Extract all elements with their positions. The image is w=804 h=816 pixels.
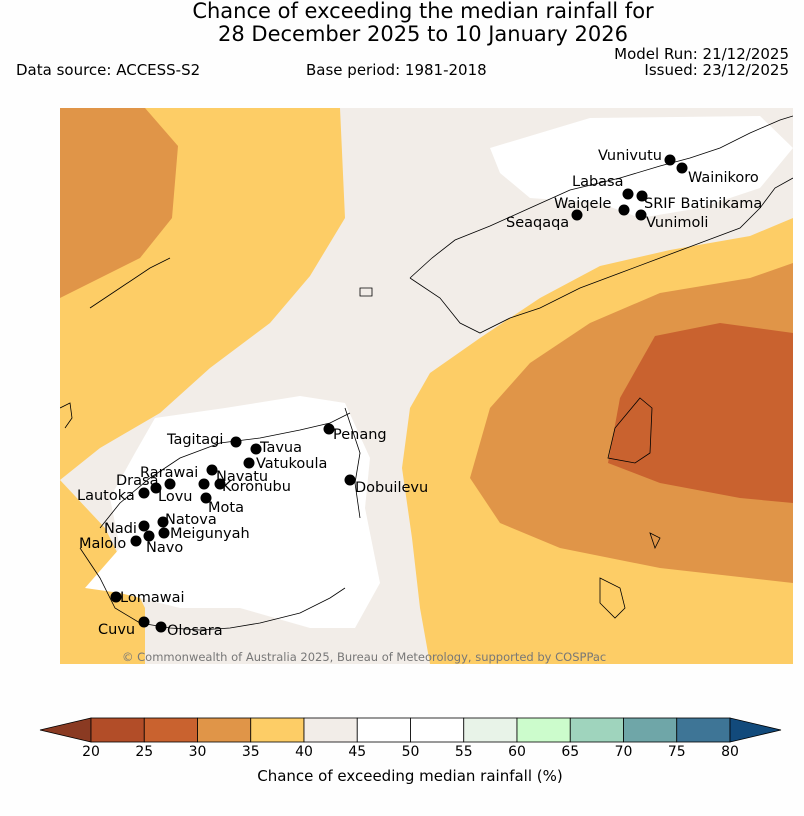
rainfall-map: Vunivutu Wainikoro Labasa SRIF Batinikama Wa… — [60, 108, 793, 664]
station-marker-rarawai — [206, 464, 218, 476]
colorbar-tick-label: 75 — [667, 744, 686, 760]
station-label-wainikoro: Wainikoro — [688, 170, 759, 186]
station-marker-drasa — [164, 478, 176, 490]
station-marker-wainikoro — [676, 162, 688, 174]
colorbar — [39, 717, 782, 743]
zone-25-30-east — [608, 323, 793, 503]
station-label-tavua: Tavua — [259, 440, 302, 456]
zone-45-50-south — [85, 396, 380, 628]
issued-date: Issued: 23/12/2025 — [644, 61, 789, 79]
station-label-meigunyah: Meigunyah — [170, 526, 250, 542]
station-marker-navo — [143, 530, 155, 542]
station-label-navatu: Navatu — [216, 469, 268, 485]
colorbar-tick-label: 65 — [561, 744, 580, 760]
station-marker-tavua — [250, 443, 262, 455]
station-label-olosara: Olosara — [167, 623, 223, 639]
colorbar-segment — [516, 717, 571, 743]
colorbar-tick-label: 40 — [295, 744, 313, 760]
colorbar-segment — [623, 717, 678, 743]
zone-45-50-north — [490, 116, 793, 218]
station-label-rarawai: Rarawai — [140, 465, 198, 481]
colorbar-segment — [356, 717, 411, 743]
colorbar-tick-label: 25 — [135, 744, 154, 760]
station-marker-malolo — [130, 535, 142, 547]
station-label-srif-batinikama: SRIF Batinikama — [644, 196, 762, 212]
station-label-dobuilevu: Dobuilevu — [355, 480, 428, 496]
colorbar-under-arrow — [39, 717, 92, 743]
station-marker-cuvu — [138, 616, 150, 628]
colorbar-tick-label: 50 — [401, 744, 420, 760]
station-label-tagitagi: Tagitagi — [166, 432, 223, 448]
colorbar-tick-label: 60 — [508, 744, 526, 760]
station-label-cuvu: Cuvu — [98, 622, 135, 638]
colorbar-segment — [410, 717, 465, 743]
colorbar-segment — [463, 717, 518, 743]
station-label-navo: Navo — [146, 540, 183, 556]
station-marker-meigunyah — [158, 527, 170, 539]
station-marker-labasa — [622, 188, 634, 200]
station-marker-srif-batinikama — [636, 190, 648, 202]
station-label-drasa: Drasa — [116, 473, 158, 489]
station-label-malolo: Malolo — [79, 536, 126, 552]
station-label-lovu: Lovu — [158, 489, 192, 505]
colorbar-tick-label: 80 — [721, 744, 739, 760]
colorbar-segment — [569, 717, 624, 743]
station-marker-dobuilevu — [344, 474, 356, 486]
title-line-1: Chance of exceeding the median rainfall … — [192, 0, 654, 23]
station-label-seaqaqa: Seaqaqa — [506, 215, 569, 231]
station-marker-lautoka — [138, 487, 150, 499]
station-marker-olosara — [155, 621, 167, 633]
station-marker-vunimoli — [635, 209, 647, 221]
station-label-waiqele: Waiqele — [554, 196, 611, 212]
colorbar-tick-label: 70 — [614, 744, 633, 760]
station-marker-tagitagi — [230, 436, 242, 448]
station-label-lautoka: Lautoka — [77, 488, 135, 504]
station-label-vunivutu: Vunivutu — [598, 148, 662, 164]
colorbar-segment — [143, 717, 198, 743]
station-label-mota: Mota — [208, 500, 244, 516]
station-label-nadi: Nadi — [104, 521, 137, 537]
station-label-labasa: Labasa — [572, 174, 624, 190]
station-marker-penang — [323, 423, 335, 435]
station-label-vunimoli: Vunimoli — [646, 215, 708, 231]
title-line-2: 28 December 2025 to 10 January 2026 — [218, 22, 628, 46]
station-marker-mota — [200, 492, 212, 504]
station-label-penang: Penang — [333, 427, 387, 443]
colorbar-tick-label: 55 — [454, 744, 473, 760]
copyright-text: © Commonwealth of Australia 2025, Bureau… — [122, 650, 606, 664]
colorbar-tick-label: 30 — [188, 744, 207, 760]
station-label-vatukoula: Vatukoula — [256, 456, 327, 472]
station-label-lomawai: Lomawai — [120, 590, 184, 606]
station-marker-koronubu — [198, 478, 210, 490]
colorbar-segment — [303, 717, 358, 743]
colorbar-segment — [197, 717, 252, 743]
model-run: Model Run: 21/12/2025 — [614, 45, 789, 63]
data-source: Data source: ACCESS-S2 — [16, 61, 201, 79]
station-marker-navatu — [214, 478, 226, 490]
station-label-koronubu: Koronubu — [222, 479, 291, 495]
base-period: Base period: 1981-2018 — [306, 61, 487, 79]
station-marker-vunivutu — [664, 154, 676, 166]
station-marker-nadi — [138, 520, 150, 532]
colorbar-segment — [676, 717, 731, 743]
station-marker-waiqele — [618, 204, 630, 216]
colorbar-tick-label: 35 — [241, 744, 260, 760]
colorbar-segment — [90, 717, 145, 743]
station-label-natova: Natova — [165, 512, 217, 528]
colorbar-over-arrow — [729, 717, 782, 743]
colorbar-segment — [250, 717, 305, 743]
colorbar-label: Chance of exceeding median rainfall (%) — [257, 767, 563, 785]
station-markers: Vunivutu Wainikoro Labasa SRIF Batinikama Wa… — [77, 148, 762, 639]
zone-30-35-northwest — [60, 108, 178, 298]
colorbar-tick-label: 20 — [82, 744, 100, 760]
station-marker-lovu — [150, 482, 162, 494]
station-marker-vatukoula — [243, 457, 255, 469]
station-marker-natova — [157, 516, 169, 528]
station-marker-lomawai — [110, 591, 122, 603]
colorbar-tick-label: 45 — [348, 744, 367, 760]
station-marker-seaqaqa — [571, 209, 583, 221]
coastlines — [60, 115, 793, 631]
